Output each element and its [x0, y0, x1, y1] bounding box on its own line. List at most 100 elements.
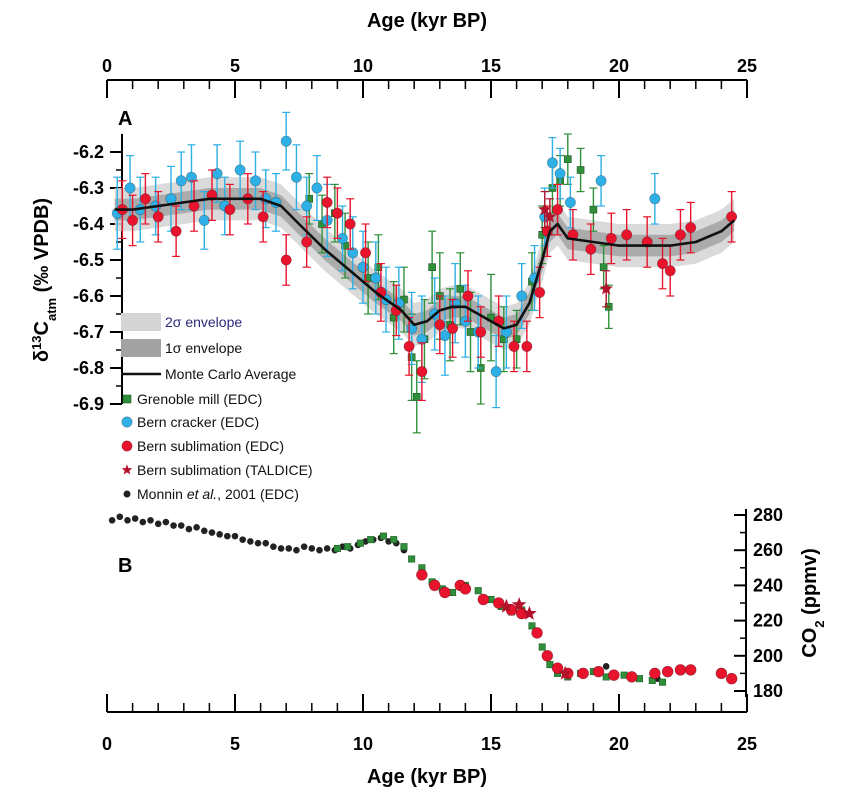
point-bern-cracker-edc — [649, 193, 661, 205]
panel-a-y-axis-title: δ13Catm (‰ VPDB) — [29, 198, 59, 362]
co2-point-monnin-et-al-2001-edc — [254, 539, 262, 547]
panel-b-y-tick-label: 220 — [753, 611, 783, 631]
co2-point-bern-sublimation-edc — [477, 593, 490, 606]
co2-point-grenoble-mill-edc — [367, 536, 375, 544]
panel-b-y-tick-label: 200 — [753, 646, 783, 666]
top-x-tick-label: 15 — [481, 56, 501, 76]
legend-item: 2σ envelope — [121, 313, 242, 331]
co2-point-grenoble-mill-edc — [333, 544, 341, 552]
y-title-delta: δ — [31, 350, 53, 362]
co2-point-monnin-et-al-2001-edc — [262, 539, 270, 547]
legend-item: Grenoble mill (EDC) — [122, 391, 262, 407]
panel-b-y-ticks: 280 260 240 220 200 180 — [734, 505, 783, 701]
co2-point-grenoble-mill-edc — [474, 587, 482, 595]
point-bern-cracker-edc — [280, 135, 292, 147]
monte-carlo-average-line — [114, 197, 736, 330]
panel-a-y-tick-label: -6.2 — [73, 142, 104, 162]
panel-a-y-tick-label: -6.7 — [73, 322, 104, 342]
point-bern-sublimation-edc — [139, 193, 151, 205]
point-bern-sublimation-edc — [434, 319, 446, 331]
point-bern-sublimation-edc — [331, 207, 343, 219]
co2-point-grenoble-mill-edc — [546, 661, 554, 669]
legend-label: Grenoble mill (EDC) — [137, 391, 262, 407]
point-grenoble-mill-edc — [456, 284, 465, 293]
point-bern-cracker-edc — [234, 164, 246, 176]
bottom-x-axis-title: Age (kyr BP) — [367, 766, 487, 788]
co2-point-bern-sublimation-taldice — [522, 605, 537, 620]
panel-b-points — [108, 513, 738, 686]
legend-item: Monte Carlo Average — [121, 366, 296, 382]
point-bern-sublimation-edc — [127, 214, 139, 226]
co2-point-grenoble-mill-edc — [659, 678, 667, 686]
top-x-axis: 0 5 10 15 20 25 Age (kyr BP) — [102, 10, 757, 98]
co2-point-monnin-et-al-2001-edc — [247, 538, 254, 545]
co2-point-bern-sublimation-edc — [577, 667, 589, 680]
point-bern-sublimation-edc — [664, 265, 676, 277]
panel-a: A -6.2 -6.3 -6.4 -6.5 -6.6 -6.7 -6.8 -6.9 δ13Ca… — [29, 108, 738, 434]
top-x-tick-label: 20 — [609, 56, 629, 76]
co2-point-bern-sublimation-edc — [661, 665, 674, 678]
co2-point-bern-sublimation-edc — [428, 579, 441, 592]
top-x-tick-label: 25 — [737, 56, 757, 76]
point-bern-cracker-edc — [357, 261, 369, 273]
point-bern-sublimation-edc — [552, 204, 564, 216]
bottom-x-tick-label: 0 — [102, 734, 112, 754]
legend-item: 1σ envelope — [121, 339, 242, 357]
point-bern-sublimation-edc — [462, 290, 474, 302]
point-bern-sublimation-edc — [403, 340, 415, 352]
co2-point-grenoble-mill-edc — [344, 543, 352, 551]
co2-title-unit: (ppmv) — [799, 548, 821, 620]
point-bern-cracker-edc — [249, 175, 261, 187]
y-title-sub: atm — [44, 298, 59, 321]
co2-point-monnin-et-al-2001-edc — [124, 516, 131, 524]
panel-a-y-tick-label: -6.9 — [73, 394, 104, 414]
legend-swatch — [121, 440, 133, 452]
point-bern-sublimation-edc — [674, 229, 686, 241]
point-bern-sublimation-edc — [224, 204, 236, 216]
panel-a-average — [114, 197, 736, 330]
bottom-x-tick-label: 10 — [353, 734, 373, 754]
co2-point-bern-sublimation-taldice — [499, 598, 514, 613]
co2-point-monnin-et-al-2001-edc — [193, 524, 200, 531]
co2-point-bern-sublimation-edc — [459, 583, 472, 595]
co2-point-bern-sublimation-edc — [715, 667, 728, 680]
point-bern-sublimation-taldice — [543, 209, 557, 223]
legend-item: Bern sublimation (EDC) — [121, 438, 284, 454]
legend-item: Bern cracker (EDC) — [121, 414, 259, 430]
co2-point-monnin-et-al-2001-edc — [277, 545, 285, 552]
co2-point-grenoble-mill-edc — [408, 555, 416, 563]
panel-a-points — [111, 111, 738, 434]
point-bern-cracker-edc — [301, 200, 313, 212]
co2-point-grenoble-mill-edc — [528, 622, 536, 630]
co2-point-grenoble-mill-edc — [400, 543, 408, 551]
co2-point-monnin-et-al-2001-edc — [177, 522, 185, 529]
point-bern-cracker-edc — [516, 290, 528, 302]
top-x-tick-label: 10 — [353, 56, 373, 76]
panel-a-y-tick-label: -6.6 — [73, 286, 104, 306]
legend-label: 1σ envelope — [165, 340, 242, 356]
point-bern-cracker-edc — [595, 175, 607, 187]
legend-label: Monte Carlo Average — [165, 366, 296, 382]
legend-swatch — [121, 339, 161, 357]
legend-label-part: Monnin — [137, 486, 187, 502]
point-bern-sublimation-edc — [685, 222, 697, 234]
legend-swatch — [123, 490, 131, 498]
legend-swatch — [122, 394, 132, 404]
panel-b-y-tick-label: 280 — [753, 505, 783, 525]
panel-b: B 280 260 240 220 200 180 CO2 (ppmv) — [108, 505, 827, 701]
bottom-x-ticks: 0 5 10 15 20 25 — [102, 694, 757, 754]
co2-point-bern-sublimation-edc — [531, 627, 543, 639]
co2-point-monnin-et-al-2001-edc — [200, 527, 208, 535]
co2-point-monnin-et-al-2001-edc — [108, 516, 116, 524]
co2-point-monnin-et-al-2001-edc — [602, 663, 610, 670]
legend-label: Bern sublimation (EDC) — [137, 438, 284, 454]
y-title-main: C — [31, 321, 53, 335]
panel-a-y-tick-label: -6.4 — [73, 214, 104, 234]
co2-point-monnin-et-al-2001-edc — [162, 518, 170, 526]
co2-point-bern-sublimation-edc — [649, 667, 661, 680]
point-bern-cracker-edc — [175, 175, 187, 187]
legend-label: Bern sublimation (TALDICE) — [137, 462, 313, 478]
legend-label: 2σ envelope — [165, 314, 242, 330]
point-bern-sublimation-edc — [508, 340, 520, 352]
bottom-x-tick-label: 20 — [609, 734, 629, 754]
